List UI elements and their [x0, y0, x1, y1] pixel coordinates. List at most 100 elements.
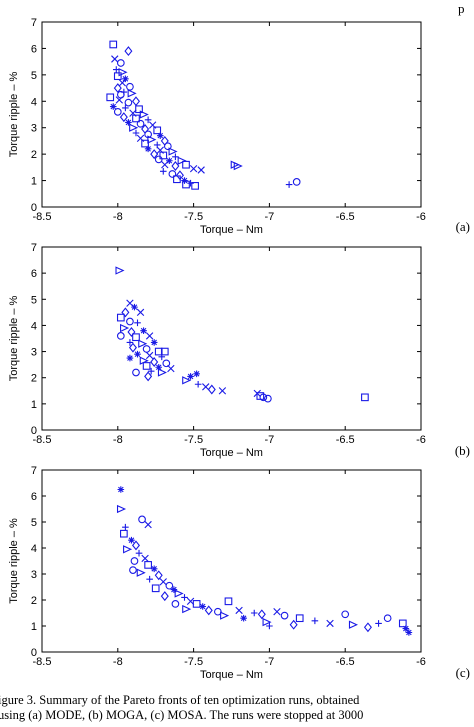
x-tick-label: -8.5: [33, 434, 52, 446]
data-point: [235, 606, 243, 615]
data-point: [147, 367, 155, 375]
data-point: [141, 139, 149, 148]
data-point: [129, 123, 139, 132]
data-point: [311, 617, 319, 625]
data-point: [160, 347, 169, 356]
data-point: [109, 103, 117, 110]
data-point: [123, 545, 133, 554]
x-axis-label: Torque – Nm: [200, 669, 263, 681]
data-point: [122, 104, 129, 112]
data-point: [132, 333, 140, 342]
y-tick-label: 3: [31, 123, 37, 135]
data-point: [186, 597, 195, 605]
data-point: [127, 89, 137, 98]
data-point: [134, 319, 141, 327]
data-point: [132, 114, 140, 123]
data-point: [168, 170, 177, 178]
data-point: [348, 620, 359, 629]
x-tick-label: -8: [113, 656, 123, 668]
x-tick-label: -8.5: [33, 211, 52, 223]
y-tick-label: 6: [31, 268, 37, 280]
data-point: [144, 561, 152, 569]
data-point: [163, 142, 172, 151]
data-point: [159, 151, 168, 160]
data-point: [126, 339, 134, 346]
figure-caption: igure 3. Summary of the Pareto fronts of…: [0, 693, 474, 723]
data-point: [157, 368, 167, 377]
x-tick-label: -6.5: [336, 434, 355, 446]
data-point: [154, 155, 163, 164]
data-point: [136, 568, 146, 577]
y-tick-label: 3: [31, 347, 37, 359]
data-point: [147, 135, 157, 144]
data-point: [120, 323, 130, 333]
data-point: [126, 317, 134, 326]
data-point: [160, 591, 169, 602]
data-point: [116, 504, 127, 514]
y-tick-label: 1: [31, 621, 37, 633]
y-tick-label: 1: [31, 399, 37, 411]
y-tick-label: 1: [31, 176, 37, 188]
data-point: [117, 486, 125, 493]
data-point: [273, 608, 281, 616]
x-axis-label: Torque – Nm: [200, 224, 263, 236]
y-tick-label: 6: [31, 491, 37, 503]
data-point: [174, 589, 184, 598]
data-point: [197, 166, 205, 174]
data-point: [115, 266, 125, 275]
data-point: [146, 575, 153, 583]
data-point: [402, 625, 410, 632]
data-point: [168, 147, 178, 156]
data-point: [224, 597, 233, 606]
data-point: [159, 168, 167, 175]
y-axis-label: Torque ripple – %: [8, 71, 20, 157]
data-point: [250, 609, 258, 617]
caption-line-2: using (a) MODE, (b) MOGA, (c) MOSA. The …: [0, 708, 364, 722]
data-point: [145, 332, 154, 340]
data-point: [116, 332, 125, 340]
scatter-plot-c: -8.5 -8 -7.5 -7 -6.5 -6 0 1 2 3 4 5 6 7 Torque – Nm Tor…: [8, 465, 470, 681]
data-point: [112, 66, 120, 73]
data-point: [150, 149, 159, 160]
panel-label: (a): [456, 219, 470, 234]
data-point: [375, 620, 382, 627]
data-point: [134, 350, 141, 358]
y-axis-label: Torque ripple – %: [8, 518, 20, 604]
data-point: [363, 622, 372, 633]
x-tick-label: -7: [265, 656, 275, 668]
data-point: [106, 93, 115, 102]
data-point: [167, 364, 175, 373]
data-point: [122, 75, 129, 83]
data-point: [121, 307, 130, 318]
data-point: [264, 394, 272, 403]
data-point: [166, 157, 173, 165]
y-tick-label: 2: [31, 373, 37, 385]
data-point: [144, 145, 152, 153]
y-tick-label: 5: [31, 517, 37, 529]
data-point: [150, 565, 158, 573]
data-point: [187, 373, 194, 380]
scatter-plot-b: -8.5 -8 -7.5 -7 -6.5 -6 0 1 2 3 4 5 6 7 Torque – Nm Tor…: [8, 242, 470, 459]
data-point: [240, 614, 247, 622]
data-point: [127, 326, 136, 337]
data-point: [257, 609, 266, 620]
data-point: [113, 72, 122, 81]
data-point: [150, 339, 158, 346]
data-point: [155, 363, 163, 371]
data-point: [295, 614, 304, 623]
data-point: [218, 387, 227, 395]
data-point: [233, 161, 243, 171]
data-point: [128, 536, 135, 544]
data-point: [199, 603, 206, 610]
data-point: [131, 540, 140, 551]
data-point: [159, 578, 167, 586]
data-point: [138, 339, 148, 348]
data-point: [138, 515, 146, 524]
data-point: [144, 371, 153, 382]
y-tick-label: 5: [31, 70, 37, 82]
x-tick-label: -8: [113, 434, 123, 446]
data-point: [109, 40, 118, 49]
data-point: [126, 354, 134, 362]
data-point: [131, 303, 138, 311]
